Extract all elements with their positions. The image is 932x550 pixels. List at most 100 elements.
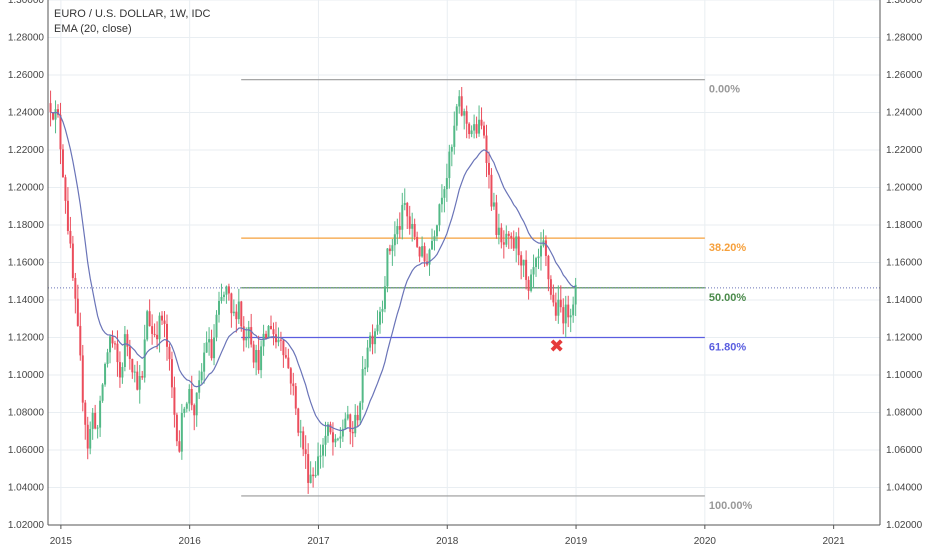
candle-body <box>121 367 124 378</box>
candle-body <box>257 349 260 371</box>
candle-body <box>111 336 114 344</box>
candle-body <box>208 339 211 343</box>
y-tick-label-right: 1.24000 <box>886 108 923 119</box>
candle-body <box>381 308 384 312</box>
candle-body <box>131 358 134 373</box>
candle-body <box>552 294 555 303</box>
candle-body <box>126 334 129 347</box>
candle-body <box>376 324 379 332</box>
candle-body <box>393 234 396 246</box>
candle-body <box>304 449 307 455</box>
y-tick-label-right: 1.30000 <box>886 0 923 6</box>
candle-body <box>448 151 451 179</box>
candle-body <box>79 325 82 356</box>
candle-body <box>220 297 223 301</box>
candle-body <box>230 293 233 314</box>
candle-body <box>490 174 493 207</box>
candle-body <box>453 125 456 147</box>
y-tick-label-left: 1.14000 <box>8 295 45 306</box>
candle-body <box>510 235 513 239</box>
candle-body <box>487 162 490 175</box>
candle-body <box>374 331 377 345</box>
candle-body <box>569 315 572 318</box>
candle-body <box>312 474 315 477</box>
candle-body <box>539 245 542 257</box>
candle-body <box>180 412 183 452</box>
candle-body <box>344 418 347 429</box>
candle-body <box>512 238 515 249</box>
y-tick-label-left: 1.10000 <box>8 370 45 381</box>
candle-body <box>378 311 381 325</box>
candle-body <box>520 255 523 266</box>
candle-body <box>260 346 263 371</box>
candle-body <box>416 236 419 247</box>
candle-body <box>364 367 367 370</box>
fibonacci-retracement[interactable]: 0.00% 38.20% 50.00% 61.80% 100.00% <box>48 79 880 512</box>
chart-legend: EURO / U.S. DOLLAR, 1W, IDC EMA (20, clo… <box>54 7 210 37</box>
candle-body <box>267 325 270 339</box>
y-tick-label-right: 1.04000 <box>886 483 923 494</box>
candle-body <box>319 455 322 457</box>
candle-body <box>284 355 287 358</box>
candle-body <box>418 246 421 257</box>
axes: 1.02000 1.02000 1.04000 1.04000 1.06000 1.060… <box>8 0 923 547</box>
y-tick-label-right: 1.06000 <box>886 445 923 456</box>
candle-body <box>84 402 87 425</box>
candle-body <box>235 311 238 320</box>
candle-body <box>59 114 62 150</box>
candle-body <box>163 320 166 324</box>
candle-body <box>465 111 468 124</box>
candle-body <box>203 352 206 372</box>
candle-body <box>136 371 139 390</box>
candle-body <box>532 267 535 275</box>
candle-body <box>205 342 208 353</box>
candle-body <box>522 259 525 266</box>
candle-body <box>247 327 250 339</box>
candle-body <box>443 189 446 198</box>
fib-level-label: 100.00% <box>709 500 753 512</box>
candle-body <box>349 414 352 432</box>
y-tick-label-left: 1.24000 <box>8 108 45 119</box>
candle-body <box>240 301 243 327</box>
candle-body <box>366 347 369 368</box>
y-tick-label-left: 1.28000 <box>8 33 45 44</box>
y-tick-label-left: 1.02000 <box>8 520 45 531</box>
candle-body <box>217 300 220 315</box>
candle-body <box>81 355 84 403</box>
candle-body <box>153 333 156 335</box>
ema-polyline <box>50 111 576 432</box>
candle-body <box>292 383 295 387</box>
candle-body <box>478 119 481 134</box>
candle-body <box>302 431 305 450</box>
candle-body <box>346 414 349 419</box>
candle-body <box>193 405 196 416</box>
candle-body <box>141 376 144 378</box>
candle-body <box>109 336 112 353</box>
candle-body <box>89 428 92 449</box>
candle-body <box>438 204 441 226</box>
candle-body <box>458 96 461 107</box>
candle-body <box>386 248 389 287</box>
candle-body <box>435 225 438 237</box>
candle-body <box>433 236 436 241</box>
candle-body <box>507 233 510 236</box>
x-tick-label: 2017 <box>307 536 330 547</box>
candle-body <box>547 255 550 280</box>
y-tick-label-left: 1.22000 <box>8 145 45 156</box>
candle-body <box>485 135 488 163</box>
candle-body <box>99 400 102 428</box>
candle-body <box>255 349 258 363</box>
candle-body <box>277 339 280 343</box>
candle-body <box>480 119 483 126</box>
candle-body <box>113 343 116 345</box>
candle-body <box>175 414 178 442</box>
y-tick-label-left: 1.04000 <box>8 483 45 494</box>
candle-body <box>156 334 159 340</box>
candle-body <box>535 258 538 268</box>
candle-body <box>445 178 448 190</box>
candle-body <box>574 284 577 305</box>
candle-body <box>165 323 168 347</box>
candle-body <box>460 96 463 116</box>
candle-body <box>559 299 562 308</box>
